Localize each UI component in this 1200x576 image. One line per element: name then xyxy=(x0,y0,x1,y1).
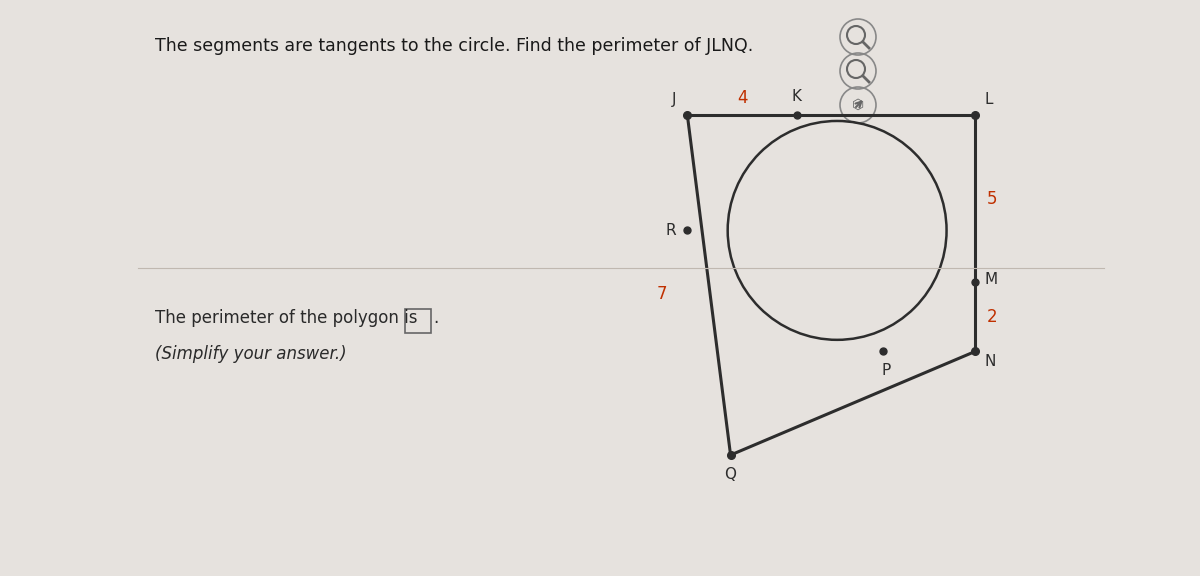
Text: 2: 2 xyxy=(986,308,997,326)
Text: M: M xyxy=(984,272,997,287)
Text: J: J xyxy=(671,92,676,107)
Text: P: P xyxy=(882,363,890,378)
Text: .: . xyxy=(433,309,438,327)
Text: 7: 7 xyxy=(656,285,667,303)
Text: Q: Q xyxy=(725,467,737,482)
Text: 4: 4 xyxy=(737,89,748,107)
Text: The segments are tangents to the circle. Find the perimeter of JLNQ.: The segments are tangents to the circle.… xyxy=(155,37,754,55)
Text: L: L xyxy=(984,92,992,107)
Text: N: N xyxy=(984,354,995,369)
Text: The perimeter of the polygon is: The perimeter of the polygon is xyxy=(155,309,418,327)
Bar xyxy=(406,309,431,333)
Text: ⬡: ⬡ xyxy=(852,98,864,112)
Text: (Simplify your answer.): (Simplify your answer.) xyxy=(155,345,347,363)
Text: K: K xyxy=(792,89,802,104)
Text: 5: 5 xyxy=(986,190,997,208)
Text: R: R xyxy=(665,223,676,238)
